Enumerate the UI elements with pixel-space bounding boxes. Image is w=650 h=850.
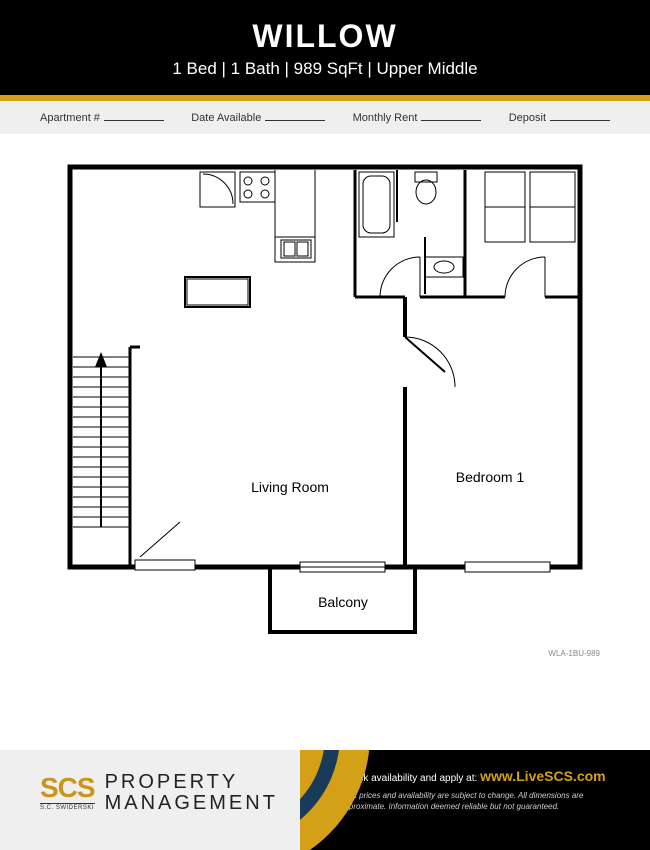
field-deposit: Deposit [509,111,610,124]
logo-sub: S.C. SWIDERSKI [40,803,95,811]
stairs [73,347,130,567]
field-date: Date Available [191,111,325,124]
bathroom [359,170,463,297]
blank-line [104,111,164,121]
bedroom-wall [355,297,455,567]
closet [485,172,575,297]
floor-plan-area: Living Room Bedroom 1 Balcony WLA-1BU-98… [0,134,650,664]
blank-line [421,111,481,121]
disclaimer: Rent prices and availability are subject… [340,790,610,812]
label-bedroom: Bedroom 1 [456,469,525,485]
field-apartment: Apartment # [40,111,164,124]
footer: SCS S.C. SWIDERSKI PROPERTY MANAGEMENT C… [0,750,650,850]
entry-door [135,522,195,570]
logo-text: PROPERTY MANAGEMENT [105,772,278,814]
swoosh-icon [300,750,370,850]
bath-closet-walls [355,170,580,297]
plan-subtitle: 1 Bed | 1 Bath | 989 SqFt | Upper Middle [0,59,650,79]
label-balcony: Balcony [318,594,368,610]
bedroom-window [465,562,550,572]
scs-logo: SCS S.C. SWIDERSKI [40,775,95,810]
header-banner: WILLOW 1 Bed | 1 Bath | 989 SqFt | Upper… [0,0,650,95]
info-bar: Apartment # Date Available Monthly Rent … [0,101,650,134]
field-label: Date Available [191,112,261,124]
footer-logo-area: SCS S.C. SWIDERSKI PROPERTY MANAGEMENT [0,750,300,850]
logo-line1: PROPERTY [105,772,278,793]
cta-url: www.LiveSCS.com [480,768,606,784]
floor-plan-svg: Living Room Bedroom 1 Balcony [65,162,585,652]
logo-mark: SCS [40,775,95,800]
kitchen [185,170,315,307]
plan-title: WILLOW [0,18,650,55]
field-rent: Monthly Rent [353,111,482,124]
label-living-room: Living Room [251,479,329,495]
logo-line2: MANAGEMENT [105,793,278,814]
footer-cta-area: Check availability and apply at: www.Liv… [300,750,650,850]
cta-line: Check availability and apply at: www.Liv… [340,768,610,784]
field-label: Monthly Rent [353,112,418,124]
field-label: Deposit [509,112,546,124]
blank-line [550,111,610,121]
plan-code: WLA-1BU-989 [548,649,600,658]
blank-line [265,111,325,121]
outer-wall [70,167,580,567]
field-label: Apartment # [40,112,100,124]
